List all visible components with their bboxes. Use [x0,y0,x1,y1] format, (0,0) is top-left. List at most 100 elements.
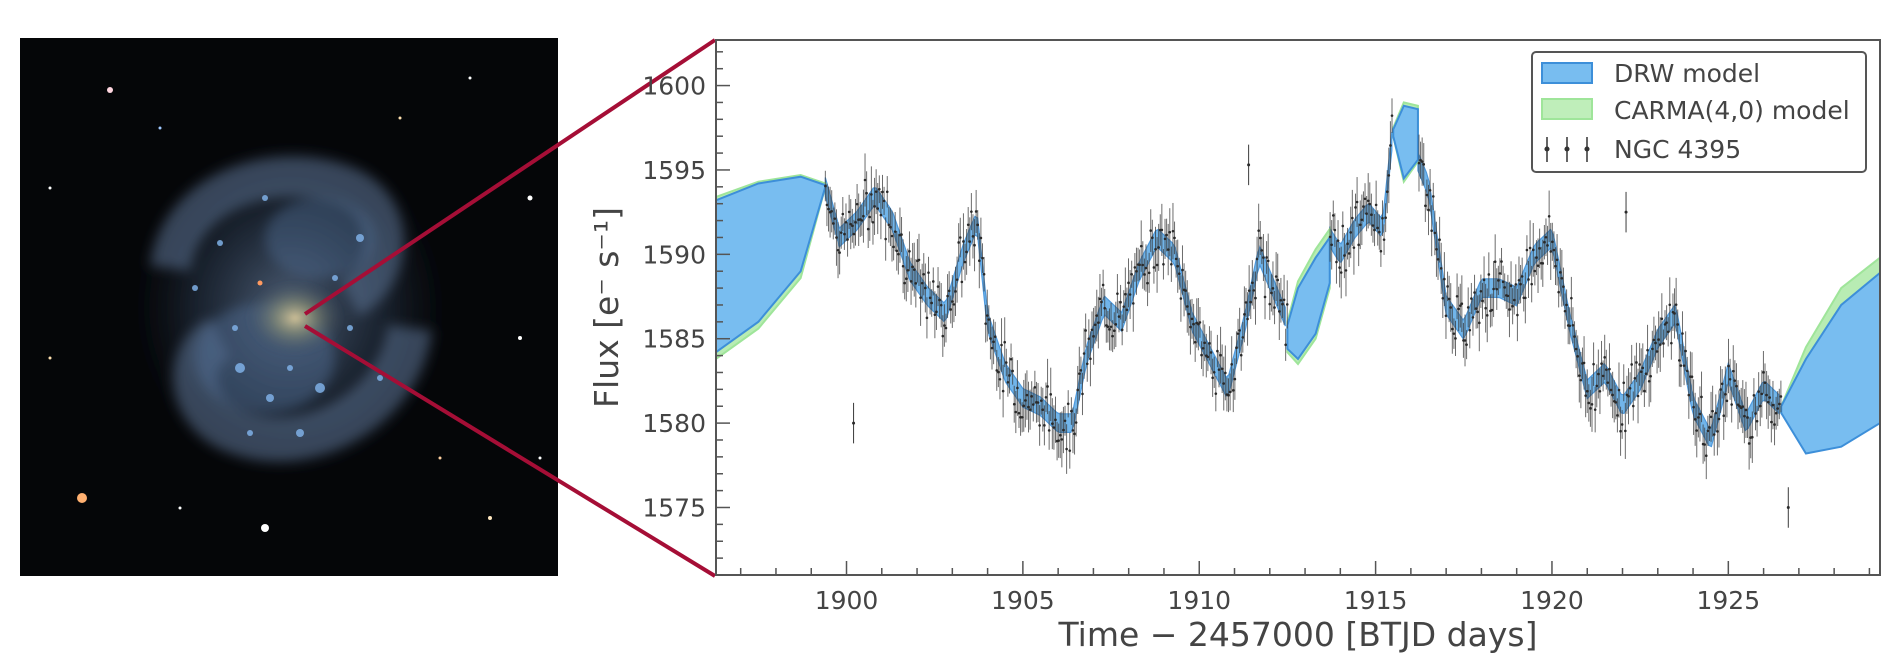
data-point [963,260,967,264]
data-point [1604,368,1608,371]
data-point [1763,381,1767,385]
data-point [882,199,886,203]
data-point [1185,305,1189,308]
data-point [1070,409,1073,413]
data-point [1774,411,1778,415]
data-point [1024,399,1027,402]
data-point [1578,374,1581,377]
data-point [1670,341,1673,345]
data-point [1512,298,1516,302]
y-tick-label: 1600 [642,72,706,101]
data-point [1485,314,1489,317]
data-point [1057,439,1060,442]
data-point [1266,259,1270,263]
data-point [1081,392,1084,396]
data-point [1454,337,1457,340]
data-point [1697,416,1700,419]
data-point [1079,369,1083,372]
legend-swatch-data [1544,137,1590,162]
data-point [936,285,940,288]
data-point [1344,269,1348,272]
data-point [1506,294,1510,298]
data-point [1009,357,1013,361]
data-point [1751,435,1754,439]
data-point [1284,343,1287,347]
data-point [1603,356,1606,359]
data-point [1614,401,1618,404]
data-point [1082,352,1086,355]
data-point [1109,325,1113,329]
data-point [1341,224,1345,228]
data-point [1593,408,1597,411]
data-point [1439,267,1443,270]
data-point [1273,306,1276,309]
data-point [1066,402,1070,406]
data-point [1584,394,1587,397]
data-point [1431,195,1435,198]
data-point [1627,394,1630,398]
data-point [1776,407,1780,410]
data-point [1565,303,1568,307]
data-point [904,277,908,281]
data-point [946,294,949,298]
data-point [1143,273,1146,276]
data-point [1474,307,1478,310]
data-point [1611,393,1614,397]
data-point [1741,405,1745,408]
data-point [933,313,937,317]
data-point [1641,366,1645,370]
data-point [1777,402,1781,406]
data-point [1711,409,1714,413]
data-point [1490,308,1494,312]
data-point [1576,355,1580,358]
data-point [1547,214,1551,218]
data-point [1443,277,1446,281]
data-point [957,241,960,244]
data-point [1503,286,1506,289]
data-point [1343,254,1346,257]
data-point [1041,408,1045,412]
data-point [873,205,876,208]
data-point [911,265,914,269]
data-point [1552,248,1556,252]
data-point [1203,341,1207,345]
data-point [1120,328,1124,332]
data-point [1758,404,1762,408]
data-point [1389,144,1392,147]
data-point [1555,258,1559,262]
data-point [1060,438,1064,441]
data-point [1352,246,1356,249]
y-tick-label: 1595 [642,156,706,185]
data-point [1049,393,1053,396]
data-point [1187,312,1191,316]
data-point [1546,244,1549,247]
data-point [1247,163,1251,167]
data-point [995,369,999,372]
data-point [1000,343,1003,347]
data-point [1600,362,1603,365]
data-point [1435,247,1438,251]
legend-swatch-carma [1541,98,1593,120]
data-point [1493,260,1497,264]
data-point [1131,302,1135,305]
data-point [1265,256,1268,259]
data-point [1058,433,1062,437]
data-point [1200,353,1203,357]
data-point [1374,203,1378,207]
data-point [1025,393,1029,397]
data-point [1154,247,1157,251]
data-point [1258,236,1262,240]
data-point [1358,223,1362,227]
data-point [1084,329,1087,332]
data-point [1262,256,1265,259]
data-point [1201,346,1205,350]
data-point [1478,321,1481,325]
data-point [1466,306,1470,309]
data-point [1730,403,1733,406]
data-point [1138,263,1141,267]
data-point [1179,297,1183,300]
data-point [989,337,992,340]
data-point [985,314,989,317]
legend-swatch-drw [1541,62,1593,84]
